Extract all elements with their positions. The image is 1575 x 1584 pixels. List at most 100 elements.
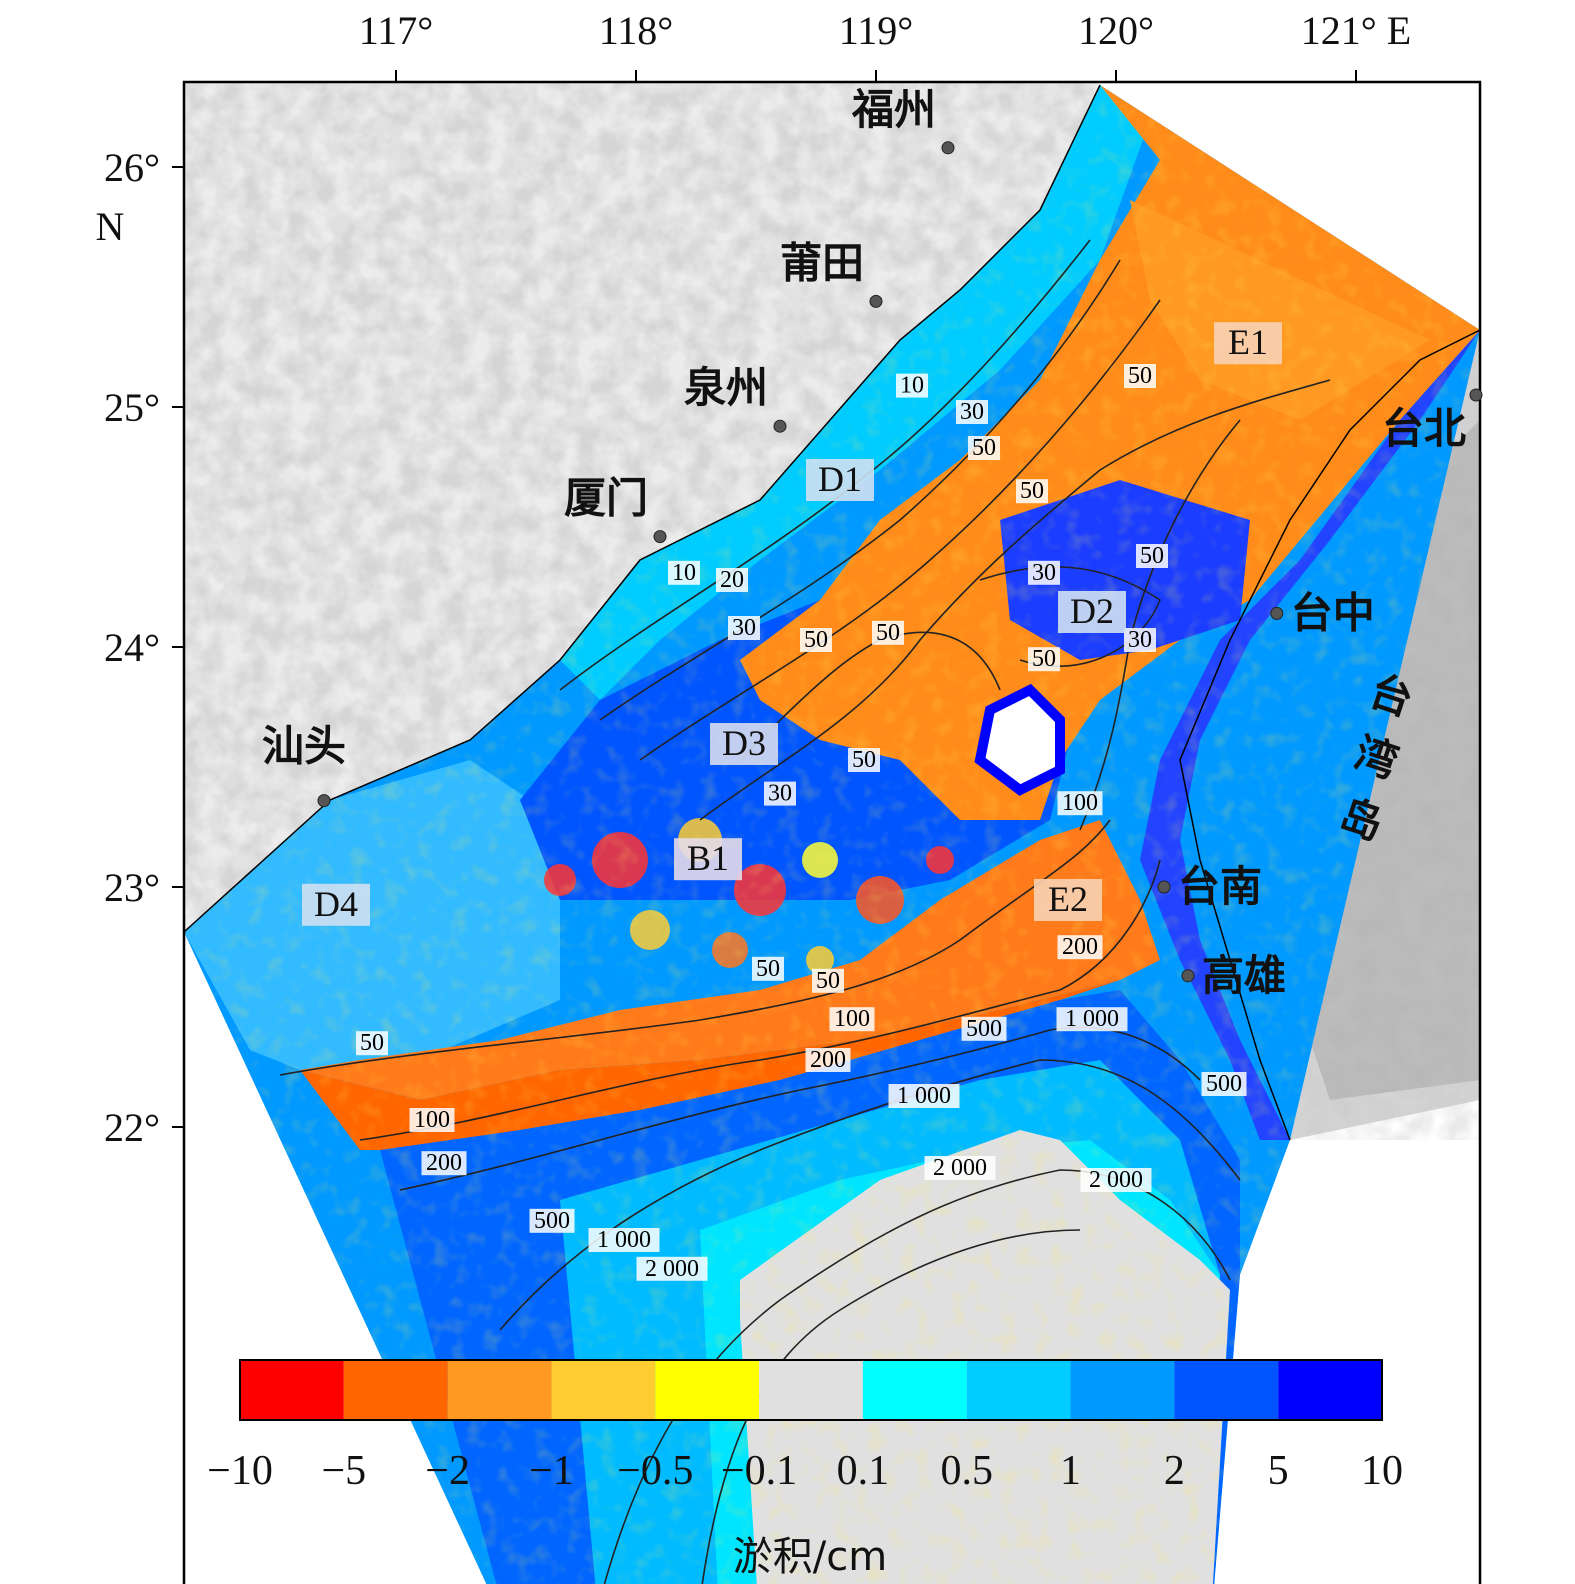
region-label-background <box>806 459 874 501</box>
city-dot <box>1469 388 1483 402</box>
region-label: D1 <box>818 459 862 499</box>
contour-label-background <box>728 616 760 640</box>
lon-tick-label: 119° <box>839 8 914 53</box>
contour-label-background <box>956 400 988 424</box>
contour-label: 50 <box>1032 646 1056 672</box>
region-label: E1 <box>1228 322 1268 362</box>
contour-label-background <box>829 1007 875 1032</box>
contour-label: 2 000 <box>645 1256 699 1282</box>
contour-label: 30 <box>1032 560 1056 586</box>
region-label: E2 <box>1048 879 1088 919</box>
contour-label-background <box>1201 1072 1247 1096</box>
contour-label: 30 <box>768 781 792 807</box>
contour-label: 50 <box>804 627 828 653</box>
lat-tick-label: 26° <box>104 145 160 190</box>
city-dot <box>941 141 955 155</box>
contour-label-background <box>805 1048 851 1072</box>
region-label-background <box>1034 879 1102 921</box>
contour-label-background <box>1136 544 1168 568</box>
contour-label-background <box>588 1228 660 1252</box>
contour-label-background <box>716 568 748 592</box>
longitude-axis: 117° 118° 119° 120° 121° E <box>359 8 1411 82</box>
contour-label: 50 <box>876 620 900 646</box>
contour-label-background <box>968 436 1000 460</box>
contour-label: 200 <box>426 1150 462 1176</box>
lon-tick-label: 118° <box>599 8 674 53</box>
city-dot <box>1181 969 1195 983</box>
lat-tick-label: 25° <box>104 385 160 430</box>
city-dot <box>1157 880 1171 894</box>
contour-label: 500 <box>966 1016 1002 1042</box>
lon-tick-label: 121° E <box>1301 8 1411 53</box>
contour-label-background <box>848 748 880 772</box>
colorbar-swatch <box>655 1360 760 1420</box>
lon-tick-label: 120° <box>1078 8 1154 53</box>
coastlines <box>183 84 1481 1141</box>
lat-tick-label: 23° <box>104 865 160 910</box>
lat-tick-label: 22° <box>104 1105 160 1150</box>
city-label: 高雄 <box>1202 951 1286 1000</box>
contour-label-background <box>1028 647 1060 672</box>
contour-label: 50 <box>852 747 876 773</box>
colorbar-swatch <box>447 1360 552 1420</box>
mainland-terrain <box>184 82 1100 932</box>
city-label: 厦门 <box>564 474 648 523</box>
contour-label: 30 <box>960 399 984 425</box>
contour-label-background <box>1057 935 1103 960</box>
city-dot <box>869 294 883 308</box>
colorbar-tick-label: −0.1 <box>721 1448 797 1494</box>
city-label: 台北 <box>1382 404 1466 453</box>
contour-label-background <box>1124 628 1156 652</box>
colorbar-tick-label: 2 <box>1164 1448 1185 1494</box>
colorbar-tick-label: −5 <box>321 1448 366 1494</box>
contour-label: 10 <box>672 560 696 586</box>
contour-label-background <box>872 620 904 645</box>
city-dot <box>653 530 667 544</box>
contour-label: 50 <box>1128 363 1152 389</box>
colorbar-swatch <box>1278 1360 1382 1420</box>
contour-label: 100 <box>414 1107 450 1133</box>
contour-label: 50 <box>972 435 996 461</box>
latitude-axis: 26° 25° 24° 23° 22° N <box>96 145 184 1150</box>
colorbar-swatch <box>240 1360 344 1420</box>
contour-label-background <box>1056 1007 1128 1032</box>
colorbar-swatch <box>862 1360 967 1420</box>
contour-label-background <box>636 1256 708 1281</box>
city-label: 福州 <box>851 85 936 134</box>
contour-label-background <box>1080 1168 1152 1192</box>
contour-label: 10 <box>900 373 924 399</box>
contour-label: 500 <box>1206 1071 1242 1097</box>
contour-label-background <box>409 1108 455 1132</box>
contour-label-background <box>1057 791 1103 816</box>
contour-label-background <box>800 628 832 652</box>
contour-label-background <box>961 1016 1007 1041</box>
colorbar-swatch <box>759 1360 863 1420</box>
contour-label-background <box>356 1031 388 1056</box>
contour-label: 200 <box>810 1047 846 1073</box>
contour-label-background <box>421 1151 467 1176</box>
colorbar-tick-label: 0.5 <box>940 1448 993 1494</box>
city-label: 泉州 <box>684 363 768 412</box>
contour-label-background <box>924 1156 996 1180</box>
contour-label-background <box>668 560 700 585</box>
colorbar-title: 淤积/cm <box>733 1534 887 1580</box>
contour-label: 50 <box>1020 478 1044 504</box>
contour-label: 1 000 <box>597 1227 651 1253</box>
colorbar-swatch <box>1174 1360 1279 1420</box>
colorbar-tick-label: 1 <box>1060 1448 1081 1494</box>
contour-label-background <box>812 968 844 993</box>
region-label: D3 <box>722 723 766 763</box>
map-frame-border <box>182 80 1482 1584</box>
city-label: 汕头 <box>262 722 346 771</box>
contour-label-background <box>1028 560 1060 585</box>
contour-label: 2 000 <box>933 1155 987 1181</box>
colorbar-swatch <box>551 1360 656 1420</box>
contour-label: 50 <box>360 1030 384 1056</box>
region-label: D2 <box>1070 591 1114 631</box>
region-label-background <box>302 883 370 926</box>
contour-label: 50 <box>1140 543 1164 569</box>
city-dot <box>317 794 331 808</box>
colorbar-swatch <box>966 1360 1071 1420</box>
colorbar-tick-label: 10 <box>1361 1448 1403 1494</box>
